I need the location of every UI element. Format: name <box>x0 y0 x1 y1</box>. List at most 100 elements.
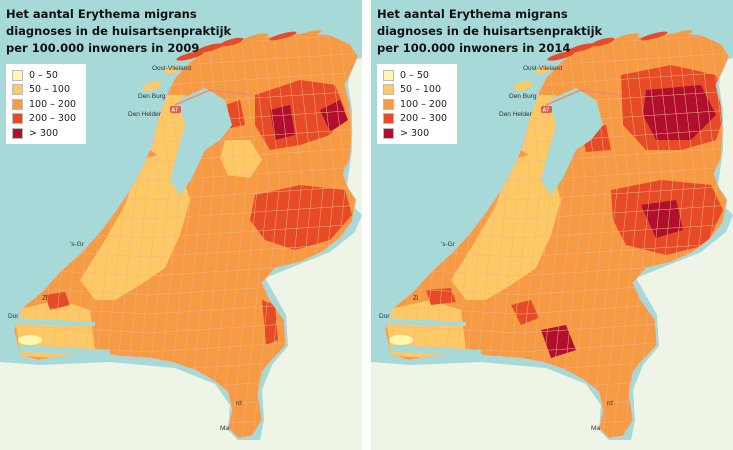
title-line-3: per 100.000 inwoners in 2009 <box>6 41 200 55</box>
legend-item: 50 – 100 <box>12 83 80 98</box>
panel-divider <box>362 0 371 450</box>
place-label-domburg: Dor <box>379 313 390 320</box>
legend-item: 100 – 200 <box>383 97 451 112</box>
map-title: Het aantal Erythema migrans diagnoses in… <box>6 6 256 57</box>
road-a7 <box>545 89 622 106</box>
region-hotspot <box>641 200 683 238</box>
map-panel-2009: Oost-Vlieland Den Burg Den Helder 's-Gr Zi Do… <box>0 0 362 450</box>
estuary <box>15 318 95 326</box>
region-gelderland <box>250 185 352 250</box>
wadden-island <box>196 43 224 53</box>
wadden-island <box>567 43 595 53</box>
choropleth-map-2014: Oost-Vlieland Den Burg Den Helder 's-Gr Zi Do… <box>371 0 733 450</box>
place-label-oost-vlieland: Oost-Vlieland <box>152 65 191 72</box>
title-line-2: diagnoses in de huisartsenpraktijk <box>377 24 603 38</box>
legend-label: > 300 <box>400 127 430 139</box>
foreign-land <box>371 215 733 450</box>
legend-item: > 300 <box>383 126 451 141</box>
legend-label: 100 – 200 <box>400 98 448 110</box>
legend: 0 – 50 50 – 100 100 – 200 200 – 300 > 300 <box>6 64 86 144</box>
legend-item: 200 – 300 <box>12 112 80 127</box>
legend-swatch <box>383 69 394 81</box>
place-label-den-helder: Den Helder <box>499 111 533 118</box>
netherlands-regions <box>14 33 358 438</box>
road-shield <box>170 106 181 113</box>
wadden-island <box>591 37 615 47</box>
island <box>18 335 42 345</box>
road-a7 <box>174 89 251 106</box>
title-line-2: diagnoses in de huisartsenpraktijk <box>6 24 232 38</box>
wadden-island <box>612 33 640 43</box>
estuary <box>391 345 481 355</box>
region-flevoland <box>220 140 262 178</box>
wadden-island <box>220 37 244 47</box>
legend: 0 – 50 50 – 100 100 – 200 200 – 300 > 300 <box>377 64 457 144</box>
legend-swatch <box>383 84 394 96</box>
legend-swatch <box>12 69 23 81</box>
place-label-zierikzee: Zi <box>413 295 418 302</box>
place-label-roermond: rd <box>236 400 242 407</box>
legend-label: 200 – 300 <box>29 113 77 125</box>
region-west <box>451 150 561 300</box>
wadden-island <box>513 81 533 91</box>
place-label-zierikzee: Zi <box>42 295 47 302</box>
place-label-maastricht: Ma <box>591 425 600 432</box>
wadden-island <box>547 51 575 61</box>
legend-swatch <box>12 98 23 110</box>
legend-label: 50 – 100 <box>29 84 71 96</box>
legend-label: 100 – 200 <box>29 98 77 110</box>
wadden-island <box>269 31 297 41</box>
legend-label: 200 – 300 <box>400 113 448 125</box>
wadden-island <box>535 66 551 74</box>
region-red <box>45 292 70 310</box>
place-label-den-burg: Den Burg <box>138 93 166 100</box>
place-label-den-burg: Den Burg <box>509 93 537 100</box>
legend-swatch <box>383 113 394 125</box>
estuary <box>386 318 466 326</box>
legend-swatch <box>383 98 394 110</box>
title-line-1: Het aantal Erythema migrans <box>377 7 568 21</box>
place-label-s-gravenhage: 's-Gr <box>441 241 456 248</box>
region-west <box>80 150 190 300</box>
road-label: A7 <box>172 108 179 114</box>
place-label-oost-vlieland: Oost-Vlieland <box>523 65 562 72</box>
legend-swatch <box>12 127 23 139</box>
wadden-island <box>241 33 269 43</box>
road-shield <box>541 106 552 113</box>
ijsselmeer <box>170 88 232 195</box>
region-hotspot <box>643 85 716 140</box>
legend-item: 100 – 200 <box>12 97 80 112</box>
legend-label: > 300 <box>29 127 59 139</box>
wadden-island <box>176 51 204 61</box>
foreign-land <box>0 215 362 450</box>
legend-label: 0 – 50 <box>29 69 58 81</box>
wadden-island <box>640 31 668 41</box>
legend-item: 0 – 50 <box>12 68 80 83</box>
legend-item: 50 – 100 <box>383 83 451 98</box>
country-border <box>384 32 730 439</box>
estuary <box>20 345 110 355</box>
map-title: Het aantal Erythema migrans diagnoses in… <box>377 6 627 57</box>
place-label-s-gravenhage: 's-Gr <box>70 241 85 248</box>
road-label: A7 <box>543 108 550 114</box>
place-label-roermond: rd <box>607 400 613 407</box>
place-label-domburg: Dor <box>8 313 19 320</box>
legend-item: 200 – 300 <box>383 112 451 127</box>
island <box>389 335 413 345</box>
legend-swatch <box>12 113 23 125</box>
legend-item: 0 – 50 <box>383 68 451 83</box>
choropleth-map-2009: Oost-Vlieland Den Burg Den Helder 's-Gr Zi Do… <box>0 0 362 450</box>
legend-swatch <box>12 84 23 96</box>
foreign-land <box>347 58 362 215</box>
country-border <box>13 32 359 439</box>
place-label-maastricht: Ma <box>220 425 229 432</box>
region-hotspot <box>320 100 348 132</box>
wadden-island <box>164 66 180 74</box>
foreign-land <box>718 58 733 215</box>
region-red <box>262 300 278 345</box>
region-hotspot <box>270 105 295 140</box>
title-line-3: per 100.000 inwoners in 2014 <box>377 41 571 55</box>
ijsselmeer <box>541 88 603 195</box>
wadden-island <box>142 81 162 91</box>
title-line-1: Het aantal Erythema migrans <box>6 7 197 21</box>
